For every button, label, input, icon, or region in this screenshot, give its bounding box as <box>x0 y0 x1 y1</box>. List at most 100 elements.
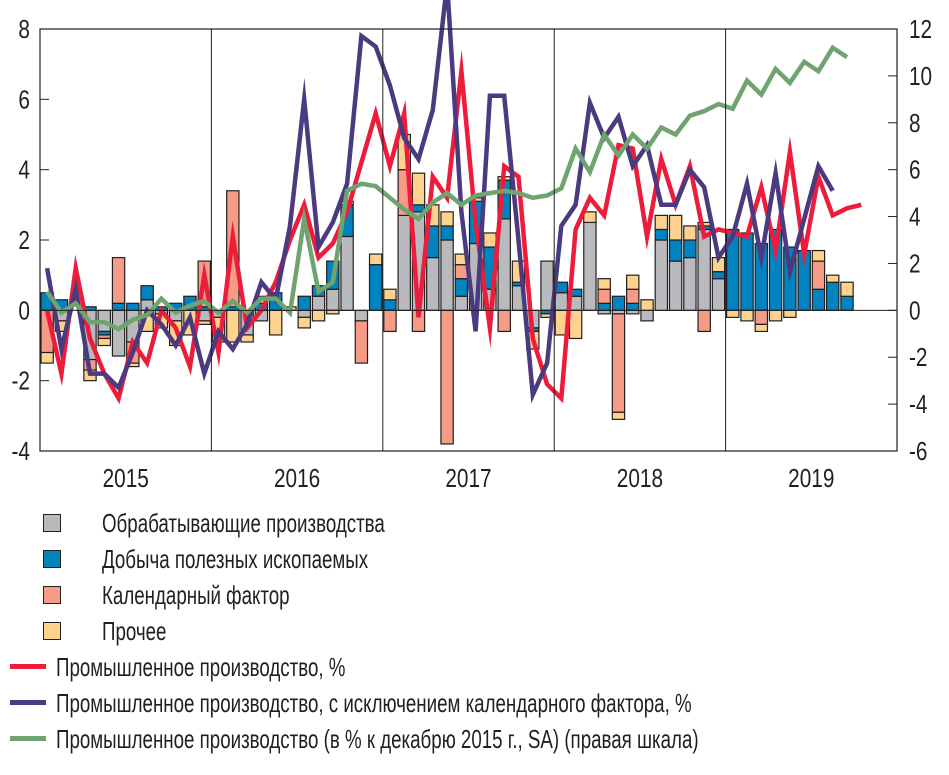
legend-swatch-ip-ex-cal <box>10 700 46 705</box>
bar-calendar <box>440 309 454 445</box>
bar-other <box>626 274 640 290</box>
right-tick-label: 8 <box>909 109 921 138</box>
legend-item-other: Прочее <box>0 614 949 648</box>
legend-label: Промышленное производство, с исключением… <box>56 688 692 718</box>
legend-label: Прочее <box>102 616 167 646</box>
bar-manufacturing <box>454 295 469 311</box>
legend-item-calendar: Календарный фактор <box>0 578 949 612</box>
bar-mining <box>626 302 640 311</box>
bar-other <box>326 309 340 315</box>
bar-manufacturing <box>583 221 597 311</box>
bar-other <box>368 253 383 266</box>
right-tick-label: 4 <box>909 202 921 231</box>
right-tick-label: 0 <box>909 296 921 325</box>
right-tick-label: 10 <box>909 62 932 91</box>
bar-other <box>597 278 611 290</box>
right-tick-label: 12 <box>909 15 932 44</box>
bar-other <box>840 281 854 297</box>
legend-swatch-calendar <box>43 586 61 604</box>
bar-other <box>683 225 697 241</box>
bar-other <box>811 249 826 262</box>
bar-manufacturing <box>397 214 411 311</box>
left-tick-label: 6 <box>18 85 30 114</box>
legend-item-ip-ex-cal: Промышленное производство, с исключением… <box>0 686 949 720</box>
bar-mining <box>126 302 140 311</box>
bar-other <box>583 211 597 224</box>
bar-calendar <box>383 309 397 333</box>
year-label: 2018 <box>617 464 663 493</box>
bar-mining <box>654 228 669 241</box>
left-axis: -4 -2 0 2 4 6 8 <box>12 15 49 466</box>
bar-other <box>754 323 769 333</box>
bar-mining <box>668 239 683 262</box>
bar-mining <box>840 295 854 311</box>
bar-other <box>311 309 326 322</box>
bar-manufacturing <box>354 309 369 322</box>
bar-manufacturing <box>297 309 311 318</box>
right-tick-label: -4 <box>909 390 927 419</box>
legend-label: Обрабатывающие производства <box>102 508 385 538</box>
legend-label: Добыча полезных ископаемых <box>102 544 369 574</box>
bar-calendar <box>811 260 826 290</box>
legend-swatch-other <box>43 622 61 640</box>
bar-manufacturing <box>697 228 711 311</box>
right-tick-label: 6 <box>909 155 921 184</box>
bar-mining <box>611 295 626 311</box>
legend-item-ip-index: Промышленное производство (в % к декабрю… <box>0 722 949 756</box>
bar-other <box>825 274 840 283</box>
right-tick-label: 2 <box>909 249 921 278</box>
bar-manufacturing <box>554 292 569 311</box>
year-label: 2019 <box>788 464 834 493</box>
line-ip-ex-cal <box>44 0 835 404</box>
bar-calendar <box>111 256 126 304</box>
bar-manufacturing <box>340 235 354 311</box>
bar-other <box>268 309 283 336</box>
plot-frame <box>39 28 898 452</box>
bar-other <box>768 309 783 322</box>
bar-other <box>740 309 754 322</box>
bar-manufacturing <box>711 278 726 311</box>
left-tick-label: 0 <box>18 296 30 325</box>
bar-mining <box>368 264 383 311</box>
bar-manufacturing <box>111 309 126 357</box>
bar-other <box>40 351 54 364</box>
bar-mining <box>111 302 126 311</box>
bar-mining <box>383 299 397 311</box>
bar-other <box>568 309 583 340</box>
year-label: 2016 <box>274 464 320 493</box>
right-tick-label: -6 <box>909 437 927 466</box>
bar-other <box>197 320 212 325</box>
bar-manufacturing <box>654 239 669 311</box>
legend-label: Промышленное производство (в % к декабрю… <box>56 724 699 754</box>
bar-other <box>440 211 454 227</box>
year-label: 2017 <box>445 464 491 493</box>
legend-item-mining: Добыча полезных ископаемых <box>0 542 949 576</box>
bar-other <box>640 299 654 311</box>
legend-swatch-ip-index <box>10 736 46 741</box>
bar-mining <box>740 232 754 311</box>
left-tick-label: -4 <box>12 437 30 466</box>
bar-other <box>654 214 669 231</box>
legend-item-ip: Промышленное производство, % <box>0 650 949 684</box>
bar-other <box>97 337 112 347</box>
bar-other <box>483 232 497 248</box>
bar-other <box>297 316 311 329</box>
bar-other <box>411 172 426 206</box>
right-axis: -6 -4 -2 0 2 4 6 8 10 12 <box>888 15 932 466</box>
bar-mining <box>297 295 311 311</box>
year-label: 2015 <box>103 464 149 493</box>
bar-other <box>668 214 683 241</box>
plot-border <box>39 28 898 452</box>
left-tick-label: 4 <box>18 155 30 184</box>
bar-manufacturing <box>426 256 440 311</box>
bar-calendar <box>597 288 611 304</box>
bar-calendar <box>754 309 769 326</box>
bar-mining <box>811 288 826 311</box>
legend-label: Календарный фактор <box>102 580 290 610</box>
bar-other <box>383 288 397 301</box>
left-tick-label: 2 <box>18 226 30 255</box>
left-tick-label: 8 <box>18 15 30 44</box>
bar-mining <box>454 278 469 297</box>
legend-swatch-manufacturing <box>43 514 61 532</box>
